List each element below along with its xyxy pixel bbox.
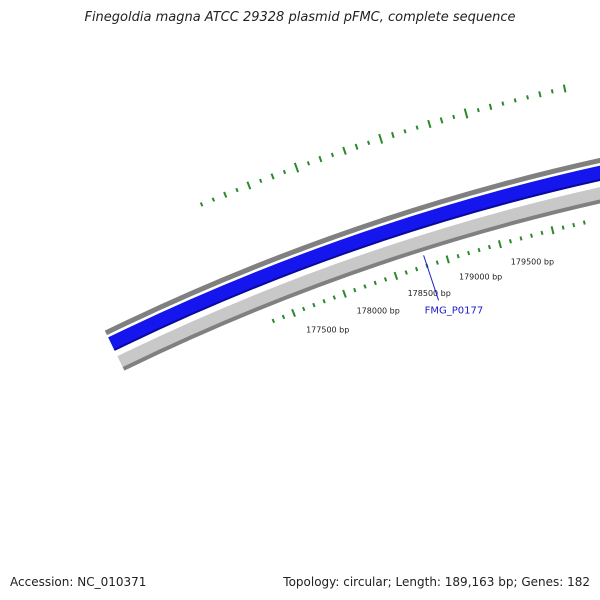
scale-minor-tick (353, 287, 357, 293)
scale-minor-tick (415, 266, 419, 272)
scale-minor-tick (477, 247, 481, 253)
scale-minor-tick (302, 306, 306, 312)
gc-skew-dash (246, 181, 252, 190)
scale-major-tick (550, 226, 555, 235)
scale-tick-label: 177500 bp (306, 326, 349, 335)
scale-tick-label: 179500 bp (511, 258, 554, 267)
gc-skew-dash (282, 169, 287, 175)
scale-minor-tick (487, 244, 491, 250)
gc-skew-dash (391, 131, 395, 139)
scale-minor-tick (519, 236, 523, 241)
gc-skew-dash (488, 103, 493, 110)
scale-minor-tick (271, 318, 276, 324)
scale-minor-tick (404, 270, 408, 275)
gc-skew-dash (259, 178, 263, 184)
scale-tick-label: 178500 bp (408, 289, 451, 298)
gc-skew-dash (367, 140, 371, 146)
gc-skew-dash (211, 197, 216, 202)
reverse-strand-track (117, 187, 600, 367)
outer-backbone-line (104, 158, 600, 336)
scale-minor-tick (508, 239, 512, 244)
scale-minor-tick (373, 280, 377, 286)
sequence-summary: Topology: circular; Length: 189,163 bp; … (283, 575, 590, 589)
gc-skew-dash (427, 119, 432, 129)
scale-tick-label: 178000 bp (357, 307, 400, 316)
gene-label[interactable]: FMG_P0177 (425, 305, 484, 316)
scale-tick-label: 179000 bp (459, 273, 502, 282)
gc-skew-dash (526, 95, 529, 100)
gc-skew-dash (378, 133, 384, 144)
scale-tick-track: 177500 bp 178000 bp 178500 bp 179000 bp 1795… (271, 220, 586, 335)
gc-skew-dash (354, 143, 359, 150)
gc-skew-dash (538, 91, 542, 98)
scale-minor-tick (322, 299, 326, 304)
scale-minor-tick (312, 302, 316, 308)
strand-tracks (104, 158, 600, 371)
gc-skew-dash (330, 152, 335, 158)
gc-skew-dash (199, 202, 204, 207)
scale-minor-tick (572, 222, 576, 228)
scale-major-tick (291, 308, 296, 317)
gc-skew-dash (513, 98, 517, 103)
scale-minor-tick (582, 220, 586, 225)
scale-minor-tick (332, 295, 336, 300)
scale-major-tick (445, 255, 450, 264)
gc-skew-dash (415, 125, 419, 130)
gc-skew-dash (270, 173, 275, 180)
gc-skew-dash (403, 129, 407, 134)
scale-minor-tick (540, 230, 544, 236)
gc-skew-dash (223, 191, 228, 198)
scale-minor-tick (383, 277, 388, 282)
accession-label: Accession: NC_010371 (10, 575, 147, 589)
gc-skew-dash (452, 114, 456, 120)
gc-skew-dash (235, 187, 239, 193)
scale-minor-tick (435, 260, 439, 265)
scale-minor-tick (530, 233, 533, 238)
forward-strand-track (108, 165, 600, 350)
gc-skew-dash (463, 108, 469, 119)
gc-skew-dash (562, 84, 567, 93)
gc-skew-dash (318, 155, 323, 163)
gc-skew-dash (550, 89, 554, 94)
scale-major-tick (342, 289, 347, 298)
gene-label-layer: FMG_P0177 (423, 255, 484, 316)
inner-backbone-line (122, 199, 600, 371)
scale-minor-tick (561, 225, 565, 230)
scale-major-tick (393, 271, 399, 281)
map-title: Finegoldia magna ATCC 29328 plasmid pFMC… (84, 10, 516, 25)
scale-minor-tick (363, 284, 367, 289)
scale-major-tick (497, 240, 502, 249)
gc-skew-dash (439, 117, 444, 124)
gc-skew-dash (306, 161, 311, 166)
gc-skew-dash (342, 146, 347, 155)
gc-skew-dash (501, 101, 505, 106)
scale-minor-tick (281, 314, 286, 320)
scale-minor-tick (456, 254, 460, 259)
gc-skew-track (199, 84, 567, 207)
gene-leader-line (423, 255, 440, 301)
gc-skew-dash (476, 107, 480, 113)
gc-skew-dash (293, 162, 300, 173)
forward-strand-edge (113, 179, 600, 351)
scale-minor-tick (467, 250, 471, 256)
